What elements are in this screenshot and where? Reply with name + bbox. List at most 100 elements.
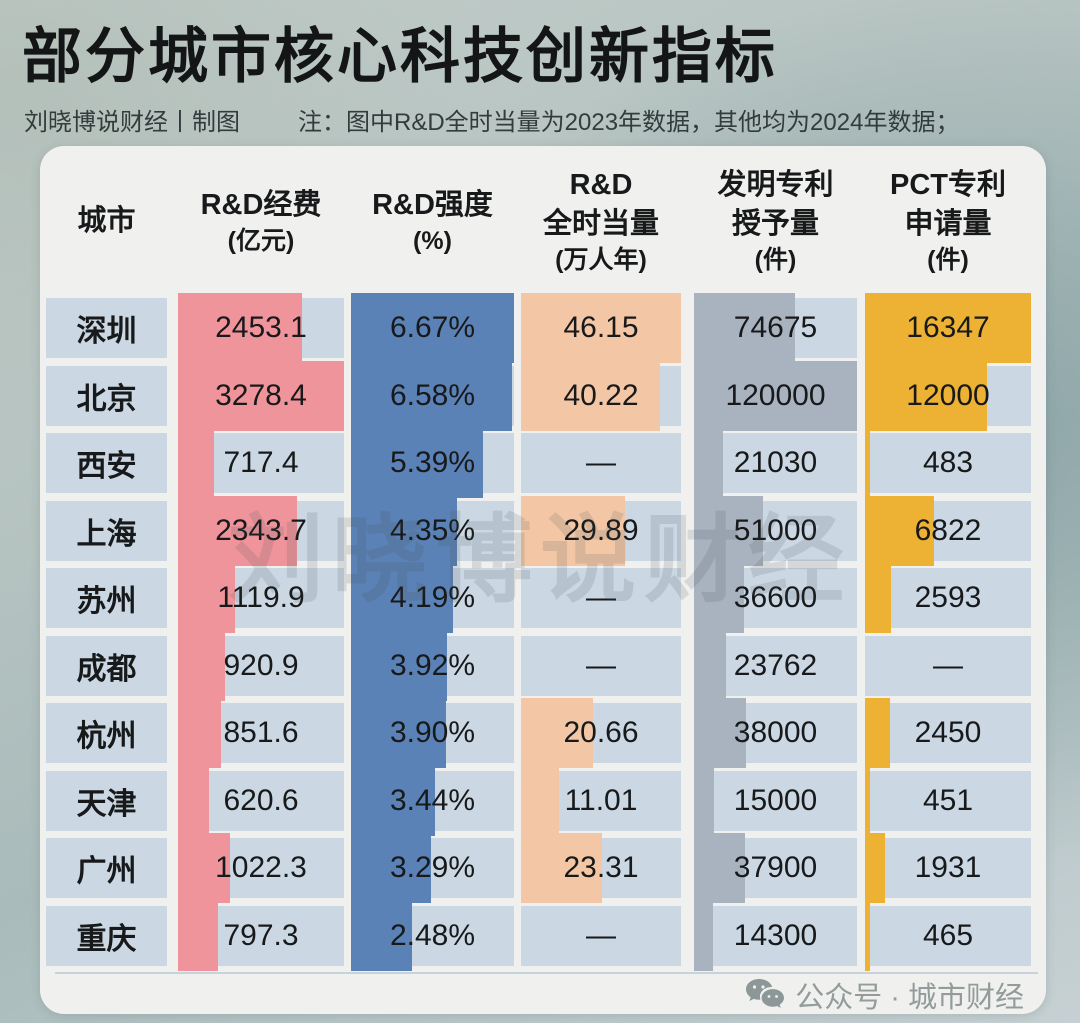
city-label: 西安 (76, 450, 137, 483)
cell-fee: 1022.3 (178, 833, 344, 903)
fte-bar (521, 360, 661, 431)
pct-bar (865, 360, 987, 431)
cell-value: 74675 (733, 311, 818, 344)
cell-value: 120000 (725, 378, 826, 412)
cell-value: 12000 (906, 378, 990, 412)
cell-value: 851.6 (223, 716, 299, 749)
cell-fee: 1119.9 (178, 563, 344, 633)
wechat-icon (746, 979, 785, 1008)
intensity-bar (351, 765, 436, 836)
city-cell: 上海 (46, 500, 167, 561)
patents-bar (694, 428, 723, 498)
fee-bar (178, 630, 225, 701)
cell-patents: 37900 (694, 833, 857, 903)
cell-value: — (586, 648, 616, 682)
column-header-fte: R&D 全时当量 (万人年) (521, 146, 681, 298)
cell-intensity: 3.90% (351, 698, 514, 768)
cell-value: 483 (922, 446, 974, 479)
table-row: 广州 1022.3 3.29% 23.31 37900 1931 (40, 833, 1046, 903)
cell-value: 23762 (733, 648, 818, 682)
cell-fee: 920.9 (178, 630, 344, 701)
data-note: 注：图中R&D全时当量为2023年数据，其他均为2024年数据； (298, 109, 960, 136)
table-panel: 城市 R&D经费 (亿元) R&D强度 (%) R&D 全时当量 (万人年) 发明专利 授予量 (件… (40, 146, 1046, 1014)
pct-bar (865, 495, 935, 566)
city-cell: 成都 (46, 635, 167, 696)
byline: 刘晓博说财经丨制图 (24, 109, 240, 136)
cell-intensity: 6.58% (351, 360, 514, 431)
cell-value: 2593 (914, 581, 982, 614)
column-header-label: (件) (754, 246, 797, 275)
column-header-label: (亿元) (227, 226, 295, 255)
cell-fte: 20.66 (521, 698, 681, 768)
cell-pct: 12000 (865, 360, 1031, 431)
cell-pct: 2593 (865, 563, 1031, 633)
column-header-label: 授予量 (731, 208, 819, 241)
pct-bar (865, 900, 870, 971)
column-header-city: 城市 (46, 146, 167, 298)
cell-fee: 2343.7 (178, 495, 344, 566)
column-header-pct: PCT专利 申请量 (件) (865, 146, 1031, 298)
column-header-intensity: R&D强度 (%) (351, 146, 514, 298)
cell-value: 29.89 (563, 513, 639, 547)
footer-label: 公众号 · 城市财经 (795, 982, 1024, 1014)
column-header-label: R&D经费 (200, 188, 322, 221)
cell-pct: 483 (865, 428, 1031, 498)
cell-value: 3.44% (389, 783, 476, 817)
cell-pct: 2450 (865, 698, 1031, 768)
pct-bar (865, 765, 870, 836)
cell-fte: 40.22 (521, 360, 681, 431)
footer: 公众号 · 城市财经 (745, 976, 1024, 1014)
fee-bar (178, 495, 297, 566)
fte-bar (521, 495, 625, 566)
pct-bar (865, 833, 885, 903)
column-header-label: PCT专利 (889, 168, 1006, 201)
column-header-label: R&D强度 (372, 188, 493, 221)
cell-value: 38000 (733, 716, 818, 749)
pct-bar (865, 563, 892, 633)
patents-bar (694, 698, 746, 768)
pct-bar (865, 698, 890, 768)
intensity-bar (351, 360, 512, 431)
cell-value: — (586, 581, 616, 614)
cell-value: 6822 (914, 513, 982, 547)
cell-patents: 36600 (694, 563, 857, 633)
cell-value: 3.29% (389, 851, 476, 884)
cell-intensity: 3.92% (351, 630, 514, 701)
city-label: 成都 (76, 652, 137, 686)
city-label: 上海 (76, 517, 137, 551)
cell-intensity: 6.67% (351, 293, 514, 363)
cell-value: 14300 (733, 918, 818, 952)
cell-value: 11.01 (564, 783, 638, 817)
table-body: 深圳 2453.1 6.67% 46.15 74675 16347 北京 3278.4 6.58… (40, 293, 1046, 971)
cell-value: 1931 (914, 851, 982, 884)
fee-bar (178, 900, 219, 971)
city-label: 深圳 (76, 315, 137, 348)
fee-bar (178, 360, 344, 431)
intensity-bar (351, 900, 412, 971)
city-label: 天津 (76, 787, 137, 821)
fee-bar (178, 765, 210, 836)
patents-bar (694, 563, 744, 633)
column-header-patents: 发明专利 授予量 (件) (694, 146, 857, 298)
patents-bar (694, 833, 746, 903)
table-row: 西安 717.4 5.39% — 21030 483 (40, 428, 1046, 498)
cell-value: 3.92% (389, 648, 476, 682)
intensity-bar (351, 293, 514, 363)
city-cell: 苏州 (46, 568, 167, 628)
table-row: 成都 920.9 3.92% — 23762 — (40, 630, 1046, 701)
cell-value: 2.48% (389, 918, 476, 952)
column-header-label: (%) (413, 226, 452, 255)
page-title: 部分城市核心科技创新指标 (22, 24, 778, 90)
patents-bar (694, 495, 764, 566)
cell-patents: 74675 (694, 293, 857, 363)
city-label: 杭州 (76, 720, 137, 753)
cell-fee: 620.6 (178, 765, 344, 836)
cell-value: 4.35% (389, 513, 476, 547)
city-label: 重庆 (76, 922, 137, 956)
cell-fee: 797.3 (178, 900, 344, 971)
cell-intensity: 5.39% (351, 428, 514, 498)
cell-fte: 46.15 (521, 293, 681, 363)
patents-bar (694, 900, 714, 971)
table-header: 城市 R&D经费 (亿元) R&D强度 (%) R&D 全时当量 (万人年) 发明专利 授予量 (件… (40, 146, 1046, 298)
